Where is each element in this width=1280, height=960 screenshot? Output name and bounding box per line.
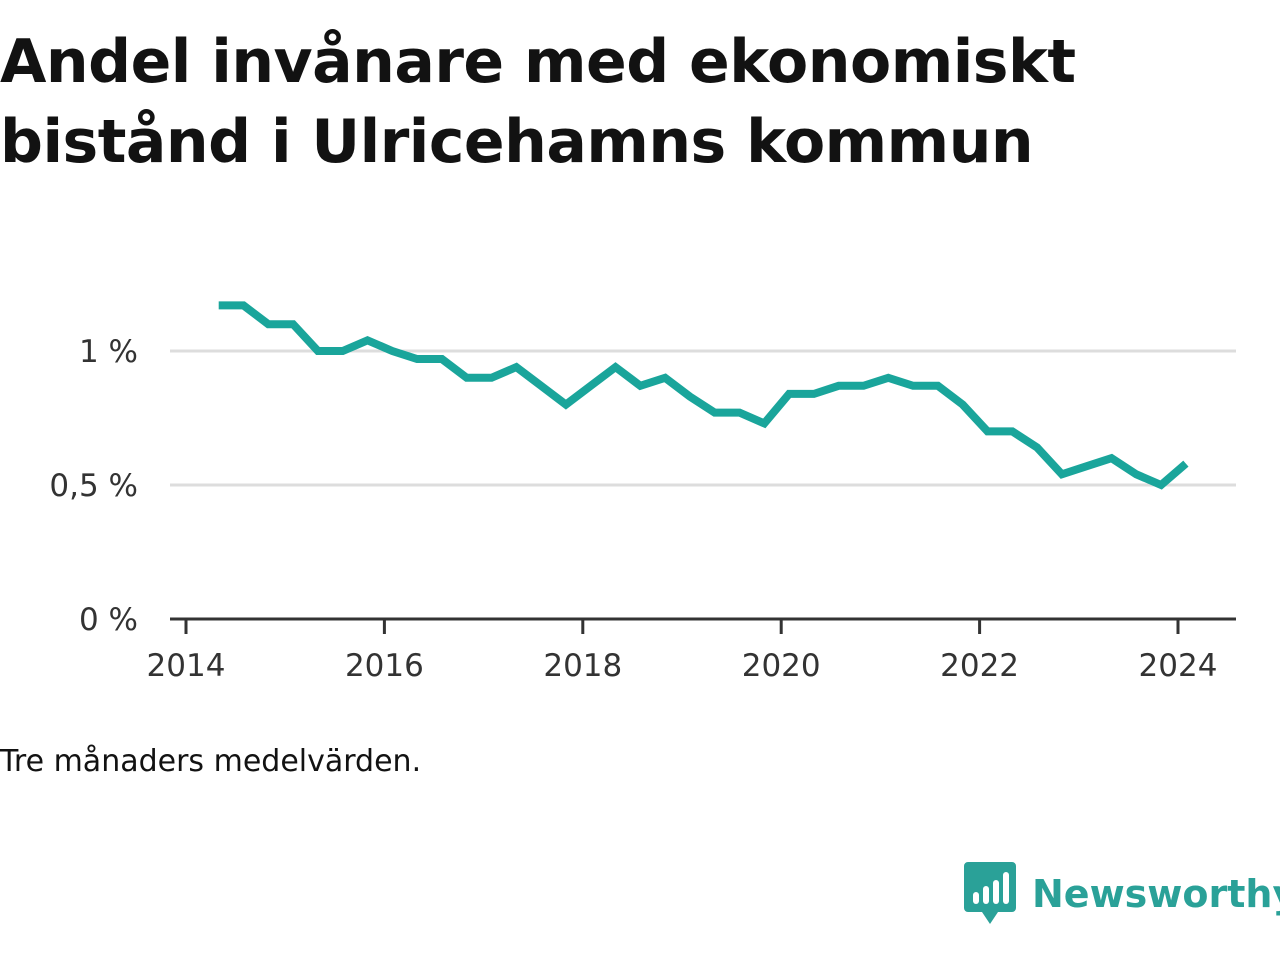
y-tick-label: 0 % bbox=[79, 602, 138, 638]
brand-logo[interactable]: Newsworthy bbox=[964, 862, 1280, 926]
x-tick-label: 2022 bbox=[940, 648, 1019, 684]
newsworthy-logo-icon bbox=[964, 862, 1016, 924]
x-tick-label: 2020 bbox=[742, 648, 821, 684]
x-tick-labels: 2014 2016 2018 2020 2022 2024 bbox=[147, 648, 1218, 684]
series bbox=[218, 301, 1189, 490]
y-tick-labels: 0 % 0,5 % 1 % bbox=[49, 334, 138, 638]
chart-title: Andel invånare med ekonomiskt bistånd i … bbox=[0, 27, 1076, 177]
x-tick-label: 2018 bbox=[543, 648, 622, 684]
chart-note: Tre månaders medelvärden. bbox=[0, 744, 422, 779]
x-tick-label: 2016 bbox=[345, 648, 424, 684]
y-tick-label: 0,5 % bbox=[49, 468, 138, 504]
x-tick-label: 2014 bbox=[147, 648, 226, 684]
series-line bbox=[218, 301, 1189, 490]
x-tick-label: 2024 bbox=[1139, 648, 1218, 684]
y-tick-label: 1 % bbox=[79, 334, 138, 370]
gridlines bbox=[170, 349, 1236, 487]
x-axis bbox=[170, 617, 1236, 634]
brand-name: Newsworthy bbox=[1032, 872, 1280, 916]
